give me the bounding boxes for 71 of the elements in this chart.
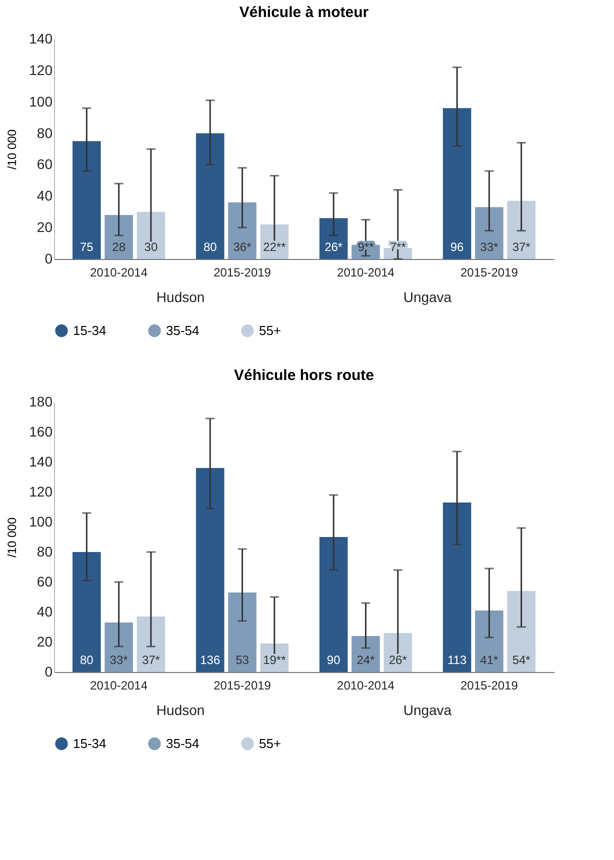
text: Ungava — [403, 289, 452, 305]
x-tick-label: 2015-2019 — [460, 678, 518, 692]
data-label: 30 — [144, 240, 158, 254]
data-label: 80 — [203, 240, 218, 254]
data-label: 26* — [388, 653, 408, 667]
y-tick-label: 120 — [29, 62, 53, 78]
text: Hudson — [156, 702, 205, 718]
y-axis-title: /10 000 — [5, 129, 20, 170]
y-tick-label: 20 — [36, 634, 53, 650]
y-tick-label: 100 — [29, 514, 53, 530]
data-label: 136 — [200, 653, 220, 667]
bar — [319, 537, 348, 672]
data-label: 33* — [480, 240, 499, 254]
data-label: 26* — [324, 240, 343, 254]
x-tick-label: 2010-2014 — [337, 678, 395, 692]
y-tick-label: 60 — [36, 574, 53, 590]
data-label: 113 — [447, 653, 467, 667]
x-tick-label: 2010-2014 — [337, 266, 395, 280]
y-tick-label: 180 — [29, 394, 53, 410]
data-label: 24* — [356, 653, 376, 667]
y-tick-label: 140 — [29, 454, 53, 470]
chart-title: Véhicule à moteur — [239, 4, 369, 21]
data-label: 53 — [236, 653, 250, 667]
x-tick-label: 2010-2014 — [90, 678, 148, 692]
y-tick-label: 40 — [36, 188, 53, 204]
legend-label: 15-34 — [73, 322, 106, 338]
legend-label: 55+ — [259, 736, 282, 751]
y-tick-label: 80 — [36, 124, 53, 141]
y-tick-label: 60 — [36, 156, 53, 172]
y-axis-title: /10 000 — [5, 517, 20, 558]
x-tick-label: 2015-2019 — [460, 266, 518, 280]
data-label: 37* — [512, 240, 531, 254]
legend-label: 35-54 — [166, 736, 200, 751]
data-label: 36* — [233, 240, 252, 254]
y-tick-label: 120 — [29, 484, 53, 500]
text: Ungava — [403, 702, 452, 718]
x-tick-label: 2015-2019 — [214, 266, 272, 280]
data-label: 80 — [80, 653, 94, 667]
x-tick-label: 2010-2014 — [90, 266, 148, 280]
legend-label: 55+ — [259, 322, 282, 338]
legend-label: 35-54 — [166, 322, 200, 338]
data-label: 90 — [326, 653, 341, 667]
bar — [72, 552, 101, 672]
bar — [196, 468, 224, 672]
bar — [442, 502, 472, 672]
y-tick-label: 100 — [29, 93, 53, 110]
data-label: 54* — [512, 653, 531, 667]
bar — [442, 108, 472, 259]
data-label: 33* — [110, 653, 128, 667]
data-label: 75 — [80, 240, 94, 254]
y-tick-label: 20 — [36, 219, 53, 236]
legend-label: 15-34 — [73, 736, 106, 751]
x-tick-label: 2015-2019 — [214, 678, 272, 692]
bar — [72, 141, 101, 259]
chart-title: Véhicule hors route — [234, 367, 374, 384]
bar — [507, 591, 536, 672]
data-label: 28 — [112, 240, 126, 254]
data-label: 96 — [450, 240, 464, 254]
data-label: 19** — [263, 653, 286, 667]
data-label: 41* — [480, 653, 499, 667]
y-tick-label: 0 — [44, 664, 53, 680]
y-tick-label: 0 — [44, 250, 53, 266]
y-tick-label: 160 — [29, 424, 53, 440]
y-tick-label: 40 — [36, 604, 53, 620]
bar — [228, 592, 256, 672]
y-tick-label: 80 — [36, 544, 53, 560]
y-tick-label: 140 — [29, 30, 53, 46]
data-label: 37* — [142, 653, 160, 667]
bar — [196, 133, 224, 259]
text: Hudson — [156, 289, 205, 305]
data-label: 22** — [263, 240, 286, 254]
